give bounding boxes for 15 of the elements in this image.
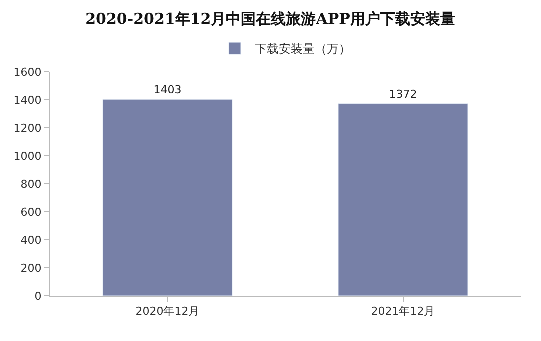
x-tick-label: 2021年12月	[371, 305, 436, 318]
x-tick-label: 2020年12月	[136, 305, 200, 318]
legend-label: 下载安装量（万）	[255, 42, 351, 56]
y-tick-label: 800	[20, 178, 42, 191]
y-tick-label: 1400	[14, 94, 42, 107]
y-tick-label: 1000	[14, 150, 42, 163]
data-label: 1403	[154, 84, 182, 97]
y-tick-label: 400	[20, 234, 42, 247]
y-tick-label: 600	[20, 206, 42, 219]
y-tick-label: 200	[20, 262, 42, 275]
data-label: 1372	[389, 88, 418, 101]
y-tick-label: 1600	[14, 66, 42, 79]
y-tick-label: 1200	[14, 122, 42, 135]
y-tick-label: 0	[34, 290, 42, 303]
chart-title: 2020-2021年12月中国在线旅游APP用户下载安装量	[86, 10, 456, 28]
